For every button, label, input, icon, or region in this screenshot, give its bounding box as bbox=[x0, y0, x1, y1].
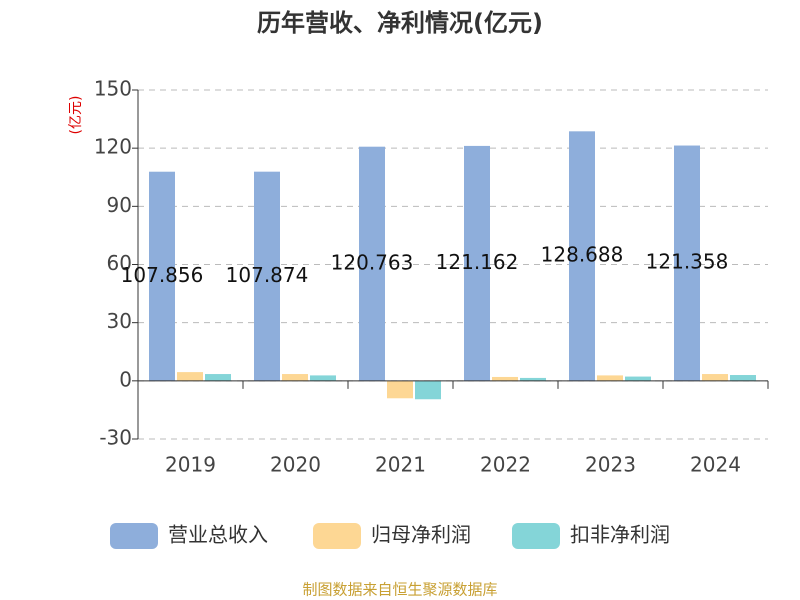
value-label: 121.162 bbox=[436, 250, 519, 274]
bar bbox=[520, 377, 546, 381]
legend-label: 营业总收入 bbox=[168, 523, 268, 547]
bar bbox=[149, 171, 175, 381]
legend-swatch bbox=[313, 523, 361, 549]
x-tick-label: 2022 bbox=[480, 453, 531, 477]
y-axis-label: (亿元) bbox=[68, 96, 84, 135]
bar bbox=[254, 171, 280, 381]
y-tick-label: 60 bbox=[107, 251, 132, 275]
y-tick-label: 0 bbox=[119, 367, 132, 391]
legend-swatch bbox=[512, 523, 560, 549]
legend-label: 扣非净利润 bbox=[570, 523, 670, 547]
y-tick-label: 150 bbox=[94, 77, 132, 101]
x-tick-label: 2021 bbox=[375, 453, 426, 477]
value-label: 107.856 bbox=[121, 263, 204, 287]
value-label: 121.358 bbox=[646, 250, 729, 274]
source-note: 制图数据来自恒生聚源数据库 bbox=[302, 581, 497, 599]
bar bbox=[415, 380, 441, 400]
bar bbox=[597, 375, 623, 381]
bar bbox=[177, 372, 203, 381]
bar bbox=[702, 374, 728, 381]
value-label: 107.874 bbox=[226, 263, 309, 287]
bar bbox=[387, 380, 413, 399]
bar bbox=[674, 145, 700, 381]
bar bbox=[282, 374, 308, 381]
x-tick-label: 2023 bbox=[585, 453, 636, 477]
y-tick-label: 30 bbox=[107, 309, 132, 333]
legend-swatch bbox=[110, 523, 158, 549]
legend-label: 归母净利润 bbox=[371, 523, 471, 547]
bar bbox=[359, 146, 385, 381]
value-label: 120.763 bbox=[331, 250, 414, 274]
value-label: 128.688 bbox=[541, 243, 624, 267]
bar bbox=[464, 145, 490, 381]
y-tick-label: 120 bbox=[94, 135, 132, 159]
x-tick-label: 2019 bbox=[165, 453, 216, 477]
bar bbox=[625, 376, 651, 381]
y-tick-label: -30 bbox=[99, 426, 132, 450]
x-tick-label: 2020 bbox=[270, 453, 321, 477]
bar bbox=[569, 131, 595, 381]
x-tick-label: 2024 bbox=[690, 453, 741, 477]
chart-title: 历年营收、净利情况(亿元) bbox=[257, 9, 543, 37]
bar bbox=[730, 375, 756, 381]
bar bbox=[492, 376, 518, 381]
bar bbox=[205, 374, 231, 381]
bar bbox=[310, 375, 336, 381]
y-tick-label: 90 bbox=[107, 193, 132, 217]
